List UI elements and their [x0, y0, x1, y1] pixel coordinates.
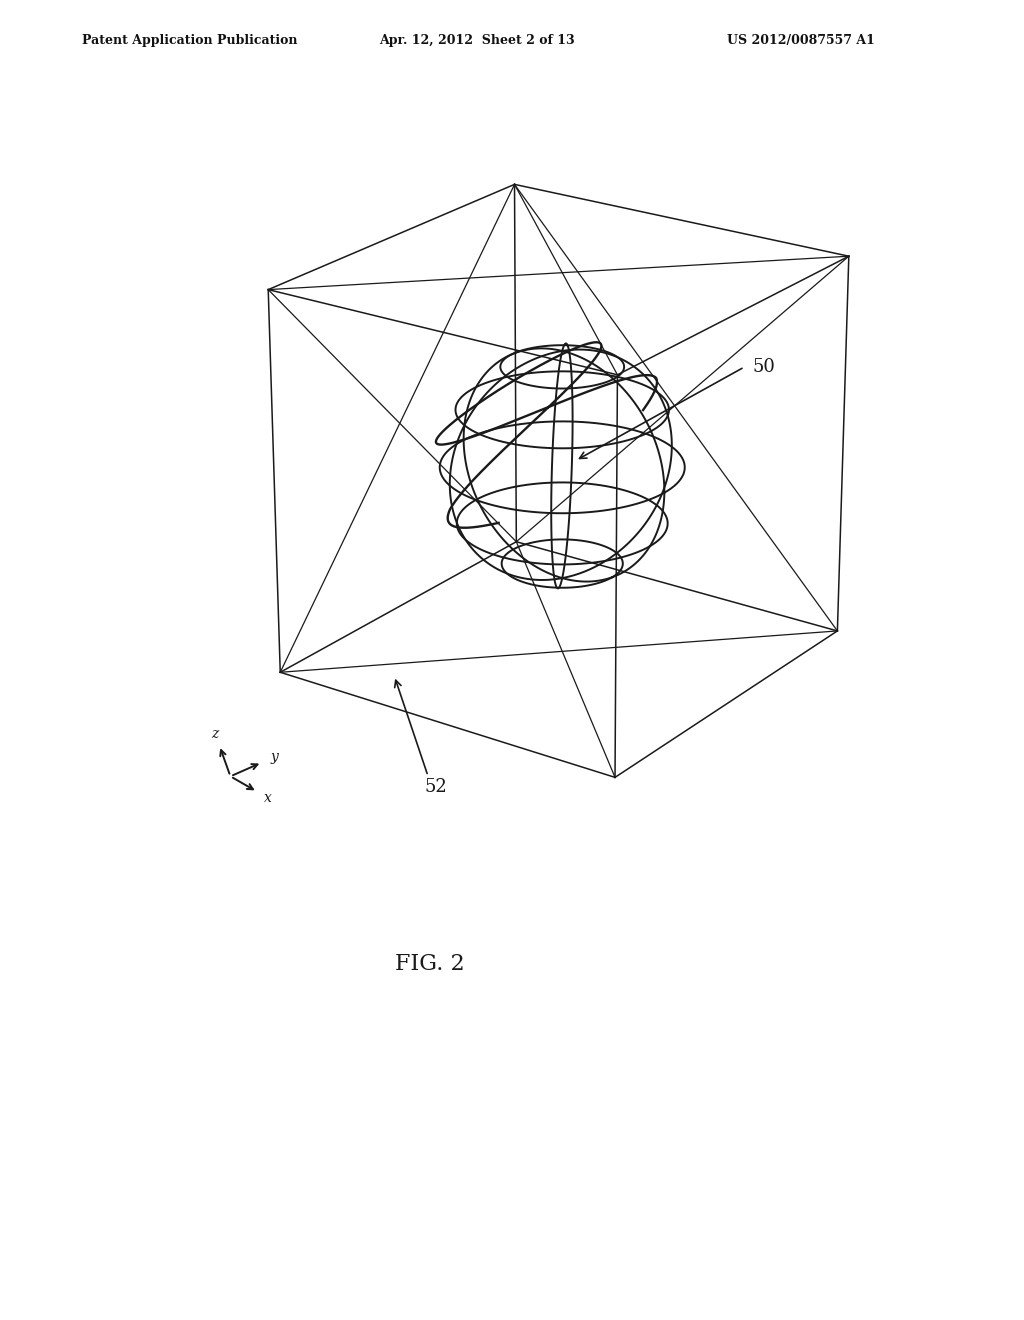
Text: 50: 50 [753, 358, 775, 376]
Text: z: z [212, 726, 219, 741]
Text: Patent Application Publication: Patent Application Publication [82, 33, 297, 46]
Text: 52: 52 [425, 777, 447, 796]
Text: US 2012/0087557 A1: US 2012/0087557 A1 [727, 33, 874, 46]
Text: y: y [270, 750, 278, 764]
Text: FIG. 2: FIG. 2 [395, 953, 465, 975]
Text: x: x [263, 791, 271, 805]
Text: Apr. 12, 2012  Sheet 2 of 13: Apr. 12, 2012 Sheet 2 of 13 [379, 33, 574, 46]
